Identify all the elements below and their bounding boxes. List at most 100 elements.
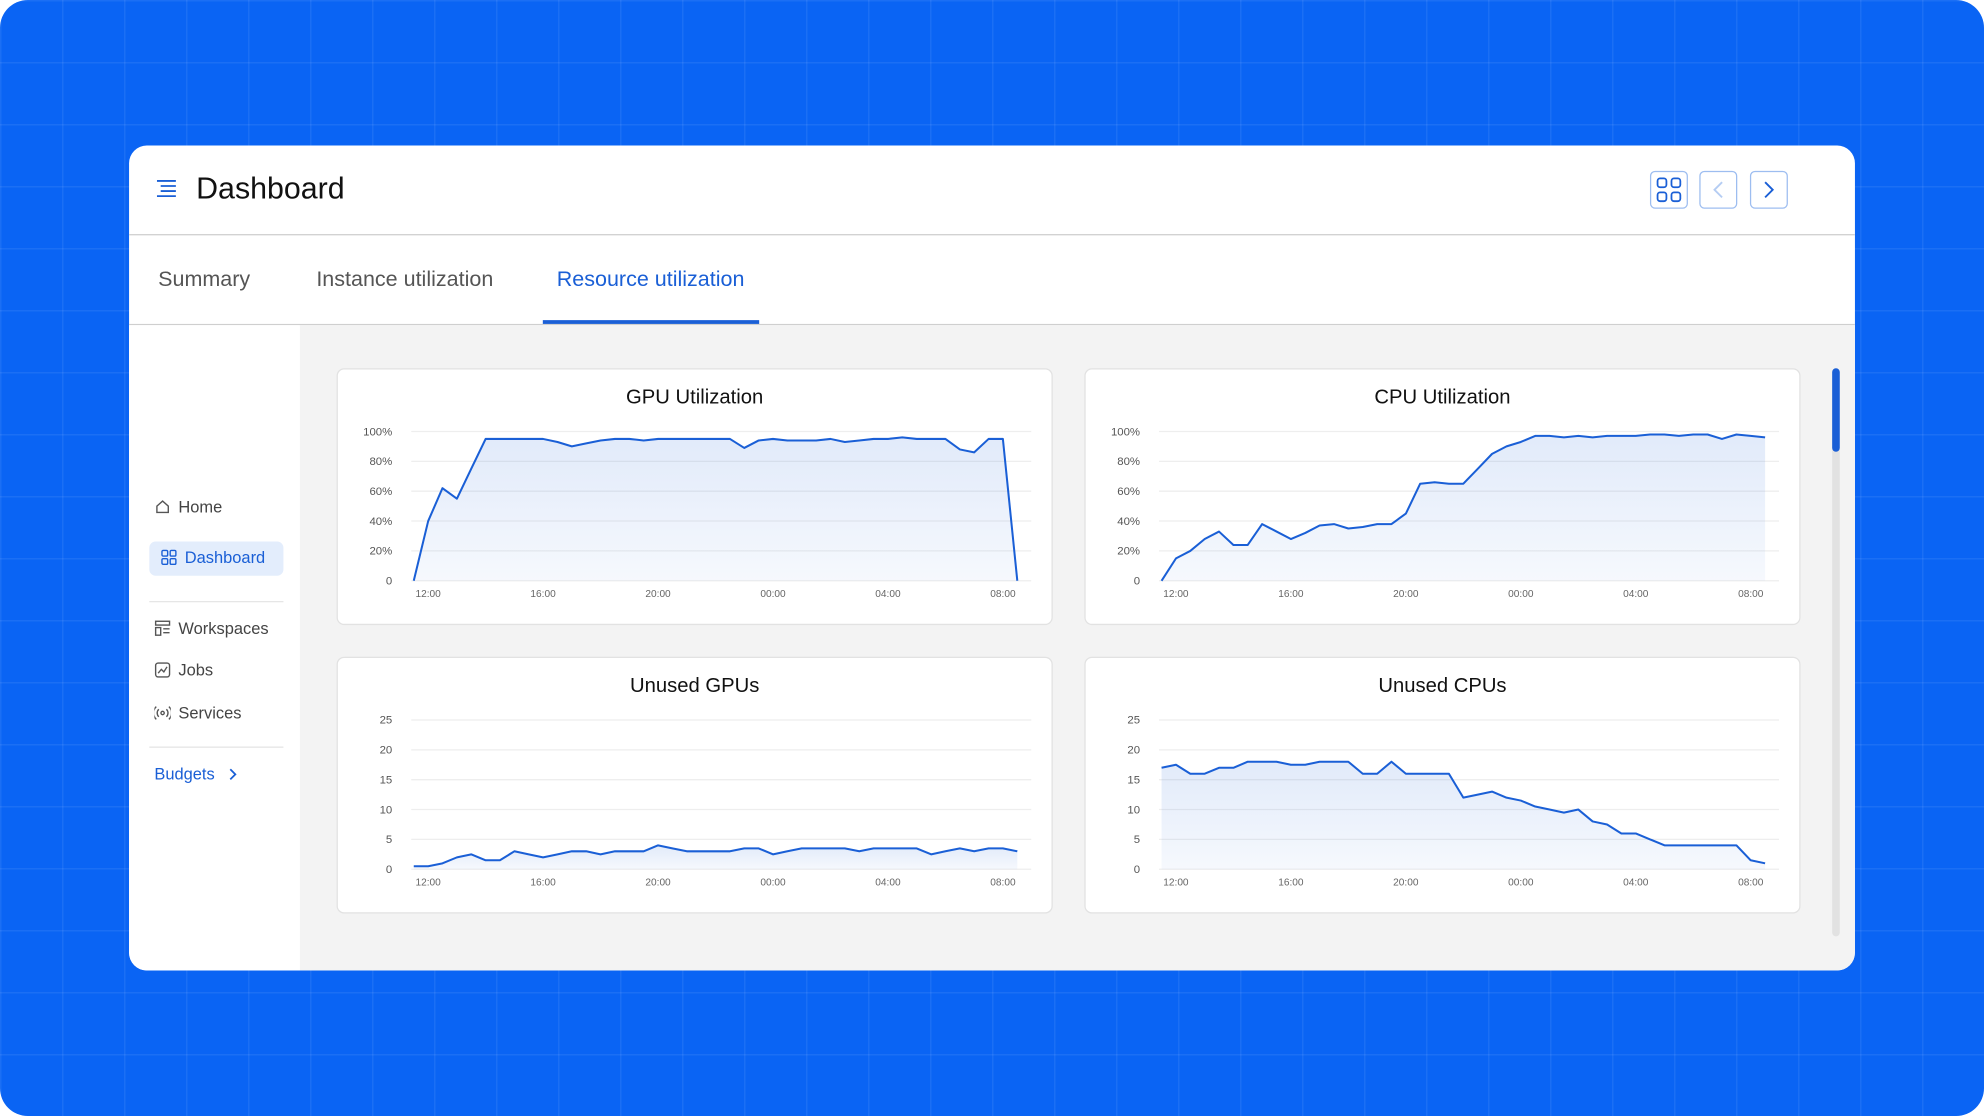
chart: Unused GPUs 0 5 10 15 20 25 12:00 16:00 20:00 00:0… (380, 675, 1032, 889)
x-tick-label: 08:00 (990, 878, 1016, 889)
x-tick-label: 04:00 (1623, 878, 1649, 889)
x-tick-label: 16:00 (1278, 878, 1304, 889)
y-tick-label: 40% (369, 516, 392, 528)
y-tick-label: 60% (369, 486, 392, 498)
content-area: GPU Utilization 0 20% 40% 60% 80% 100% 12:00 16:… (299, 325, 1855, 971)
previous-button[interactable] (1699, 170, 1738, 209)
x-tick-label: 00:00 (760, 878, 786, 889)
chart-card: CPU Utilization 0 20% 40% 60% 80% 100% 12:00 16:… (1084, 368, 1801, 626)
x-tick-label: 16:00 (1278, 589, 1304, 600)
line-area (1161, 761, 1766, 870)
x-tick-label: 20:00 (1393, 878, 1419, 889)
chart-card: Unused GPUs 0 5 10 15 20 25 12:00 16:00 20:00 00:0… (336, 656, 1053, 914)
x-tick-label: 12:00 (415, 589, 441, 600)
y-tick-label: 0 (386, 864, 392, 876)
x-tick-label: 00:00 (1508, 878, 1534, 889)
x-tick-label: 04:00 (875, 878, 901, 889)
scrollbar-track (1832, 368, 1840, 937)
nav-label: Home (178, 497, 223, 517)
tab[interactable]: Summary (158, 266, 251, 292)
nav-label: Jobs (178, 660, 214, 680)
x-tick-label: 00:00 (760, 589, 786, 600)
y-tick-label: 100% (363, 426, 392, 438)
y-tick-label: 100% (1111, 426, 1140, 438)
next-button[interactable] (1749, 170, 1788, 209)
y-tick-label: 60% (1117, 486, 1140, 498)
nav-label: Workspaces (178, 618, 269, 638)
x-tick-label: 12:00 (1163, 589, 1189, 600)
y-tick-label: 15 (1127, 774, 1140, 786)
tab-bar: Summary Instance utilization Resource ut… (129, 235, 1855, 326)
nav-label: Dashboard (184, 547, 266, 567)
y-tick-label: 20 (1127, 745, 1140, 757)
app-window: Dashboard Summary Instance utilization R… (129, 145, 1855, 971)
line-area (413, 437, 1018, 581)
x-tick-label: 16:00 (530, 589, 556, 600)
chart-card: Unused CPUs 0 5 10 15 20 25 12:00 16:00 20:00 00:0… (1084, 656, 1801, 914)
y-tick-label: 25 (380, 715, 393, 727)
x-tick-label: 12:00 (1163, 878, 1189, 889)
page-title: Dashboard (196, 172, 345, 207)
line (413, 844, 1018, 868)
x-tick-label: 20:00 (645, 589, 671, 600)
x-tick-label: 12:00 (415, 878, 441, 889)
y-tick-label: 0 (1134, 576, 1140, 588)
chart-title: CPU Utilization (1374, 387, 1510, 409)
y-tick-label: 5 (1134, 834, 1140, 846)
y-tick-label: 15 (380, 774, 393, 786)
y-tick-label: 80% (1117, 456, 1140, 468)
x-tick-label: 20:00 (1393, 589, 1419, 600)
x-tick-label: 08:00 (1738, 878, 1764, 889)
divider (149, 746, 284, 748)
chart-title: GPU Utilization (626, 387, 763, 409)
nav-label: Services (178, 703, 242, 723)
x-tick-label: 08:00 (1738, 589, 1764, 600)
line (412, 436, 1019, 582)
x-tick-label: 20:00 (645, 878, 671, 889)
header: Dashboard (129, 146, 1855, 236)
y-tick-label: 20% (369, 546, 392, 558)
y-tick-label: 40% (1117, 516, 1140, 528)
divider (149, 601, 284, 603)
nav-item-active[interactable]: Dashboard (161, 547, 266, 567)
tab-underline (542, 320, 760, 324)
scrollbar-thumb[interactable] (1832, 368, 1840, 452)
chart: GPU Utilization 0 20% 40% 60% 80% 100% 12:00 16:… (363, 387, 1032, 600)
y-tick-label: 20% (1117, 546, 1140, 558)
x-tick-label: 04:00 (1623, 589, 1649, 600)
line (1161, 760, 1766, 865)
y-tick-label: 10 (1127, 804, 1140, 816)
tab-active[interactable]: Resource utilization (556, 266, 745, 292)
y-tick-label: 80% (369, 456, 392, 468)
chart: Unused CPUs 0 5 10 15 20 25 12:00 16:00 20:00 00:0… (1127, 675, 1780, 889)
line (1160, 433, 1766, 582)
x-tick-label: 08:00 (990, 589, 1016, 600)
nav-item[interactable]: Jobs (154, 660, 213, 679)
sidebar: Home Dashboard Workspaces Jobs Services … (129, 325, 300, 971)
y-tick-label: 5 (386, 834, 392, 846)
y-tick-label: 25 (1127, 715, 1140, 727)
y-tick-label: 10 (380, 804, 393, 816)
chart: CPU Utilization 0 20% 40% 60% 80% 100% 12:00 16:… (1111, 387, 1780, 600)
nav-label: Budgets (154, 764, 215, 784)
y-tick-label: 0 (386, 576, 392, 588)
tab[interactable]: Instance utilization (316, 266, 494, 292)
y-tick-label: 0 (1134, 864, 1140, 876)
nav-item[interactable]: Services (154, 703, 242, 723)
grid-view-button[interactable] (1649, 170, 1688, 209)
menu-icon[interactable] (156, 180, 177, 198)
x-tick-label: 00:00 (1508, 589, 1534, 600)
chart-title: Unused GPUs (630, 675, 759, 697)
nav-item[interactable]: Workspaces (154, 618, 269, 638)
nav-item[interactable]: Home (154, 497, 222, 516)
y-tick-label: 20 (380, 745, 393, 757)
x-tick-label: 16:00 (530, 878, 556, 889)
line-area (413, 845, 1018, 870)
line-area (1161, 434, 1766, 581)
chart-card: GPU Utilization 0 20% 40% 60% 80% 100% 12:00 16:… (336, 368, 1053, 626)
chart-title: Unused CPUs (1378, 675, 1506, 697)
budgets-link[interactable]: Budgets (154, 764, 240, 783)
x-tick-label: 04:00 (875, 589, 901, 600)
